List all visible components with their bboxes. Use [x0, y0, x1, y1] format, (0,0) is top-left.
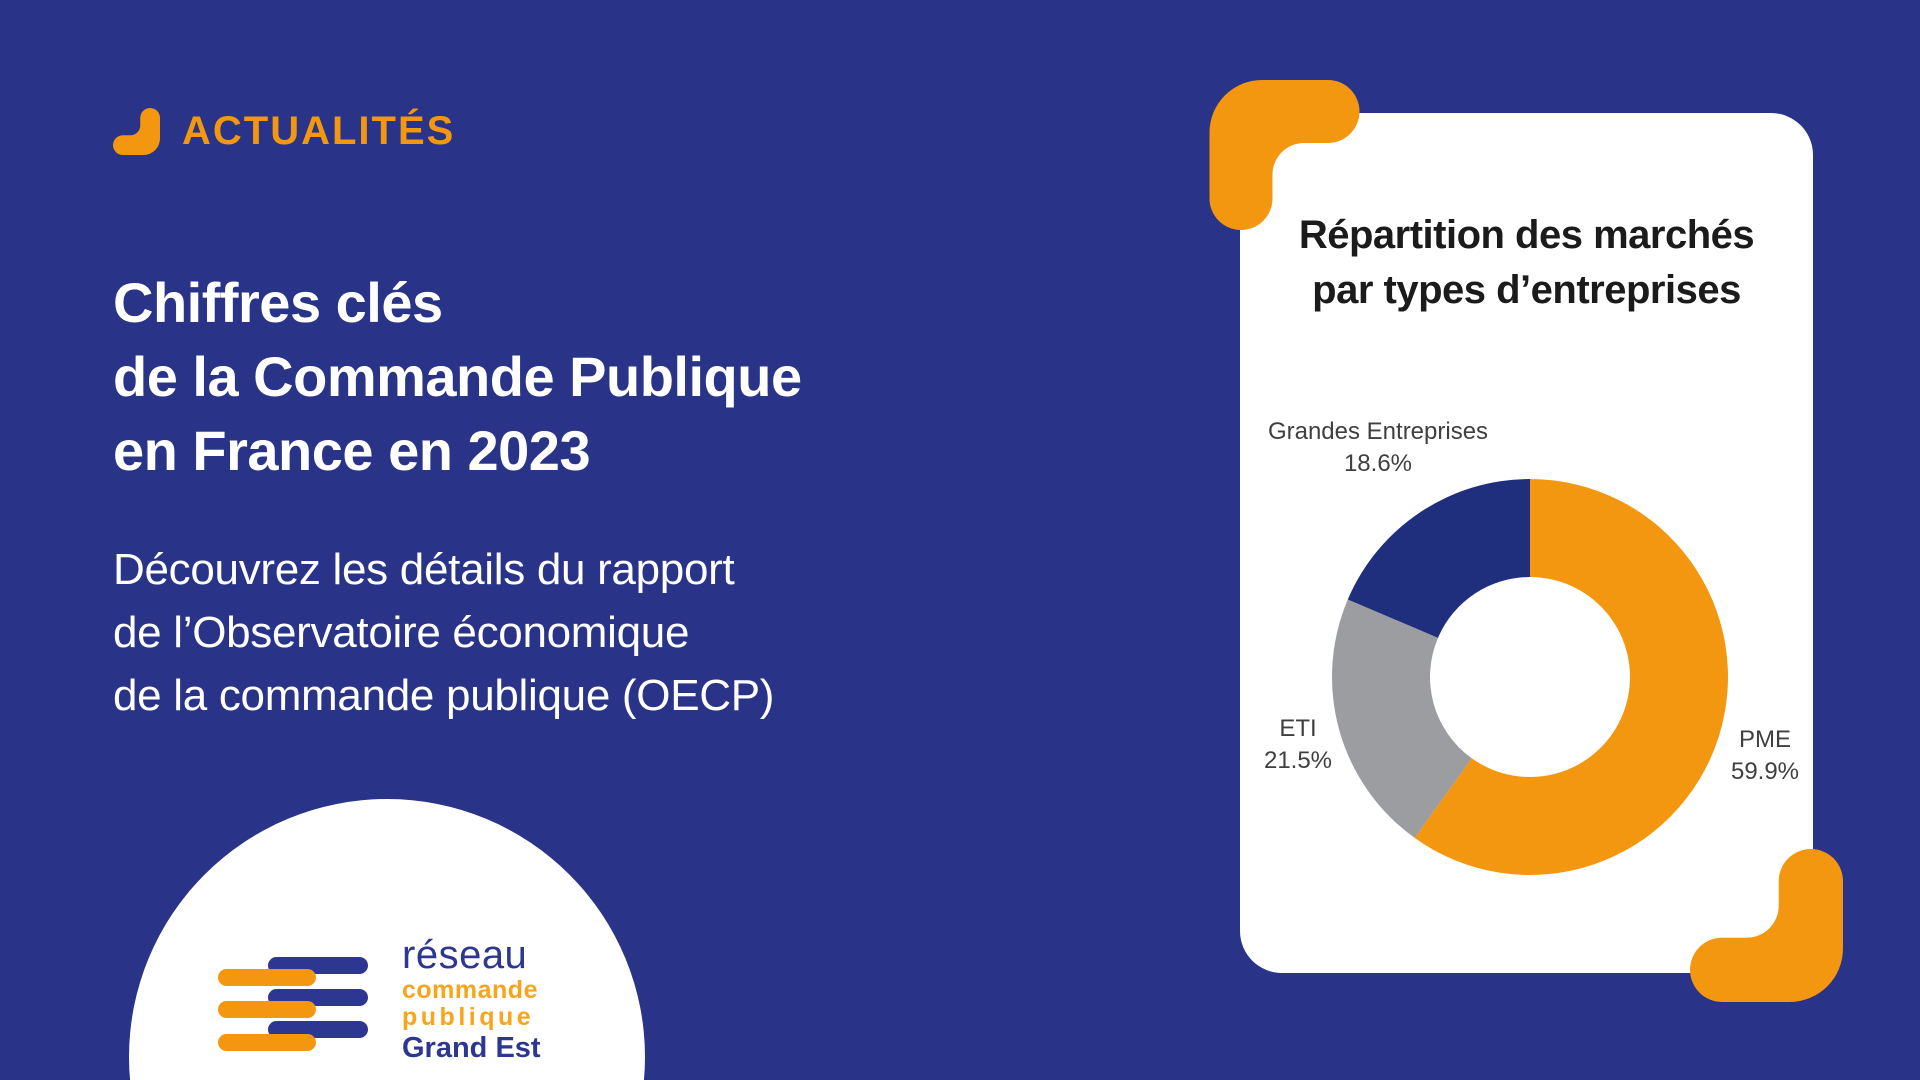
chart-label-name: Grandes Entreprises — [1267, 418, 1489, 445]
logo-bars-icon — [218, 957, 368, 1053]
logo-bar-orange — [218, 1001, 316, 1018]
logo-word-reseau: réseau — [402, 933, 528, 977]
chart-label-name: ETI — [1279, 715, 1317, 742]
page-title: Chiffres clés de la Commande Publique en… — [113, 266, 913, 488]
logo-word-publique: publique — [402, 1003, 535, 1031]
page-subtitle: Découvrez les détails du rapport de l’Ob… — [113, 538, 933, 727]
elbow-badge-icon — [113, 108, 160, 155]
logo-wordmark: réseau commande publique Grand Est — [402, 933, 541, 1064]
chart-label-value: 59.9% — [1730, 758, 1800, 785]
page-subtitle-line-1: Découvrez les détails du rapport — [113, 545, 735, 594]
news-badge: ACTUALITÉS — [113, 108, 455, 155]
chart-title: Répartition des marchés par types d’entr… — [1240, 208, 1813, 318]
chart-label-name: PME — [1738, 726, 1791, 753]
logo-bar-blue — [268, 1021, 368, 1038]
chart-title-line-2: par types d’entreprises — [1312, 268, 1741, 312]
donut-chart — [1332, 479, 1728, 875]
chart-label-eti: ETI 21.5% — [1264, 713, 1332, 777]
logo-word-grand-est: Grand Est — [402, 1032, 541, 1064]
chart-card: Répartition des marchés par types d’entr… — [1240, 113, 1813, 973]
page-title-line-2: de la Commande Publique — [113, 345, 802, 408]
logo-word-commande: commande — [402, 976, 538, 1004]
corner-elbow-top-left-icon — [1207, 80, 1362, 230]
page-subtitle-line-2: de l’Observatoire économique — [113, 608, 690, 657]
chart-label-value: 21.5% — [1263, 747, 1333, 774]
chart-title-line-1: Répartition des marchés — [1298, 213, 1755, 257]
logo-circle: réseau commande publique Grand Est — [129, 799, 645, 1080]
chart-label-pme: PME 59.9% — [1731, 724, 1799, 788]
donut-slice-grandes-entreprises — [1347, 479, 1530, 638]
logo-bar-orange — [218, 1034, 316, 1051]
donut-slice-pme — [1414, 479, 1728, 875]
page-title-line-1: Chiffres clés — [113, 271, 443, 334]
donut-slice-eti — [1332, 599, 1472, 838]
page-title-line-3: en France en 2023 — [113, 419, 591, 482]
logo-bar-orange — [218, 969, 316, 986]
page-subtitle-line-3: de la commande publique (OECP) — [113, 671, 775, 720]
corner-elbow-bottom-right-icon — [1690, 848, 1843, 1003]
chart-label-value: 18.6% — [1343, 450, 1413, 477]
chart-label-grandes-entreprises: Grandes Entreprises 18.6% — [1268, 416, 1488, 480]
news-badge-label: ACTUALITÉS — [182, 109, 456, 153]
